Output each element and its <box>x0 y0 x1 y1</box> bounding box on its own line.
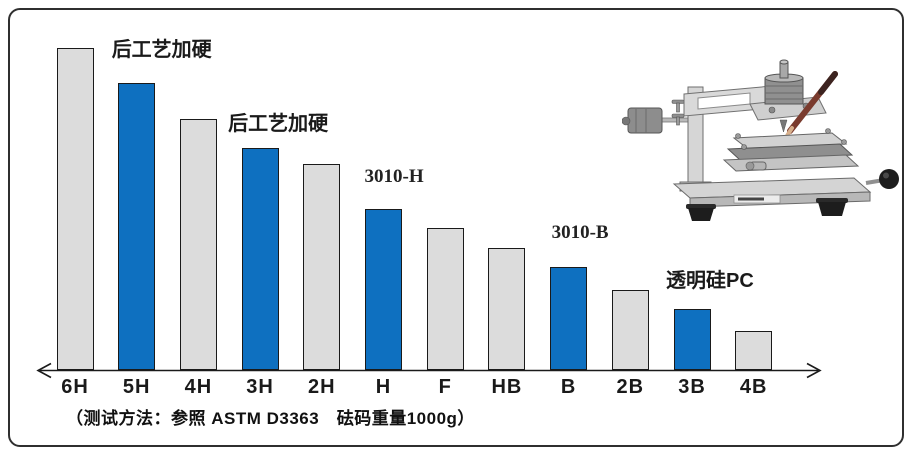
bar-5H <box>118 83 156 370</box>
tick-label-3H: 3H <box>246 376 274 398</box>
bar-3H <box>241 147 279 370</box>
tick-label-H: H <box>375 376 392 398</box>
tick-label-2H: 2H <box>308 376 336 398</box>
annotation-3H: 后工艺加硬 <box>228 112 329 135</box>
annotation-5H: 后工艺加硬 <box>111 39 212 62</box>
tick-label-F: F <box>438 376 452 398</box>
tick-label-2B: 2B <box>616 376 645 398</box>
bar-HB <box>488 247 526 370</box>
panel-border <box>8 8 904 447</box>
chart-caption: （测试方法：参照 ASTM D3363 砝码重量1000g） <box>66 409 475 428</box>
tick-label-HB: HB <box>491 376 523 398</box>
bar-F <box>426 228 464 370</box>
bar-4B <box>735 331 773 370</box>
bar-6H <box>56 48 94 370</box>
bar-2H <box>303 163 341 370</box>
annotation-B: 3010-B <box>551 221 609 243</box>
bar-B <box>550 266 588 370</box>
annotation-3B: 透明硅PC <box>666 269 754 292</box>
tick-label-B: B <box>560 376 577 398</box>
bar-H <box>365 209 402 370</box>
bar-3B <box>673 308 711 370</box>
tick-label-6H: 6H <box>61 376 89 398</box>
bar-4H <box>179 118 217 370</box>
tick-label-5H: 5H <box>122 376 151 398</box>
annotation-H: 3010-H <box>364 166 424 187</box>
tick-label-4H: 4H <box>184 376 213 398</box>
tick-label-4B: 4B <box>739 376 768 398</box>
bar-2B <box>611 289 649 370</box>
tick-label-3B: 3B <box>678 376 706 398</box>
